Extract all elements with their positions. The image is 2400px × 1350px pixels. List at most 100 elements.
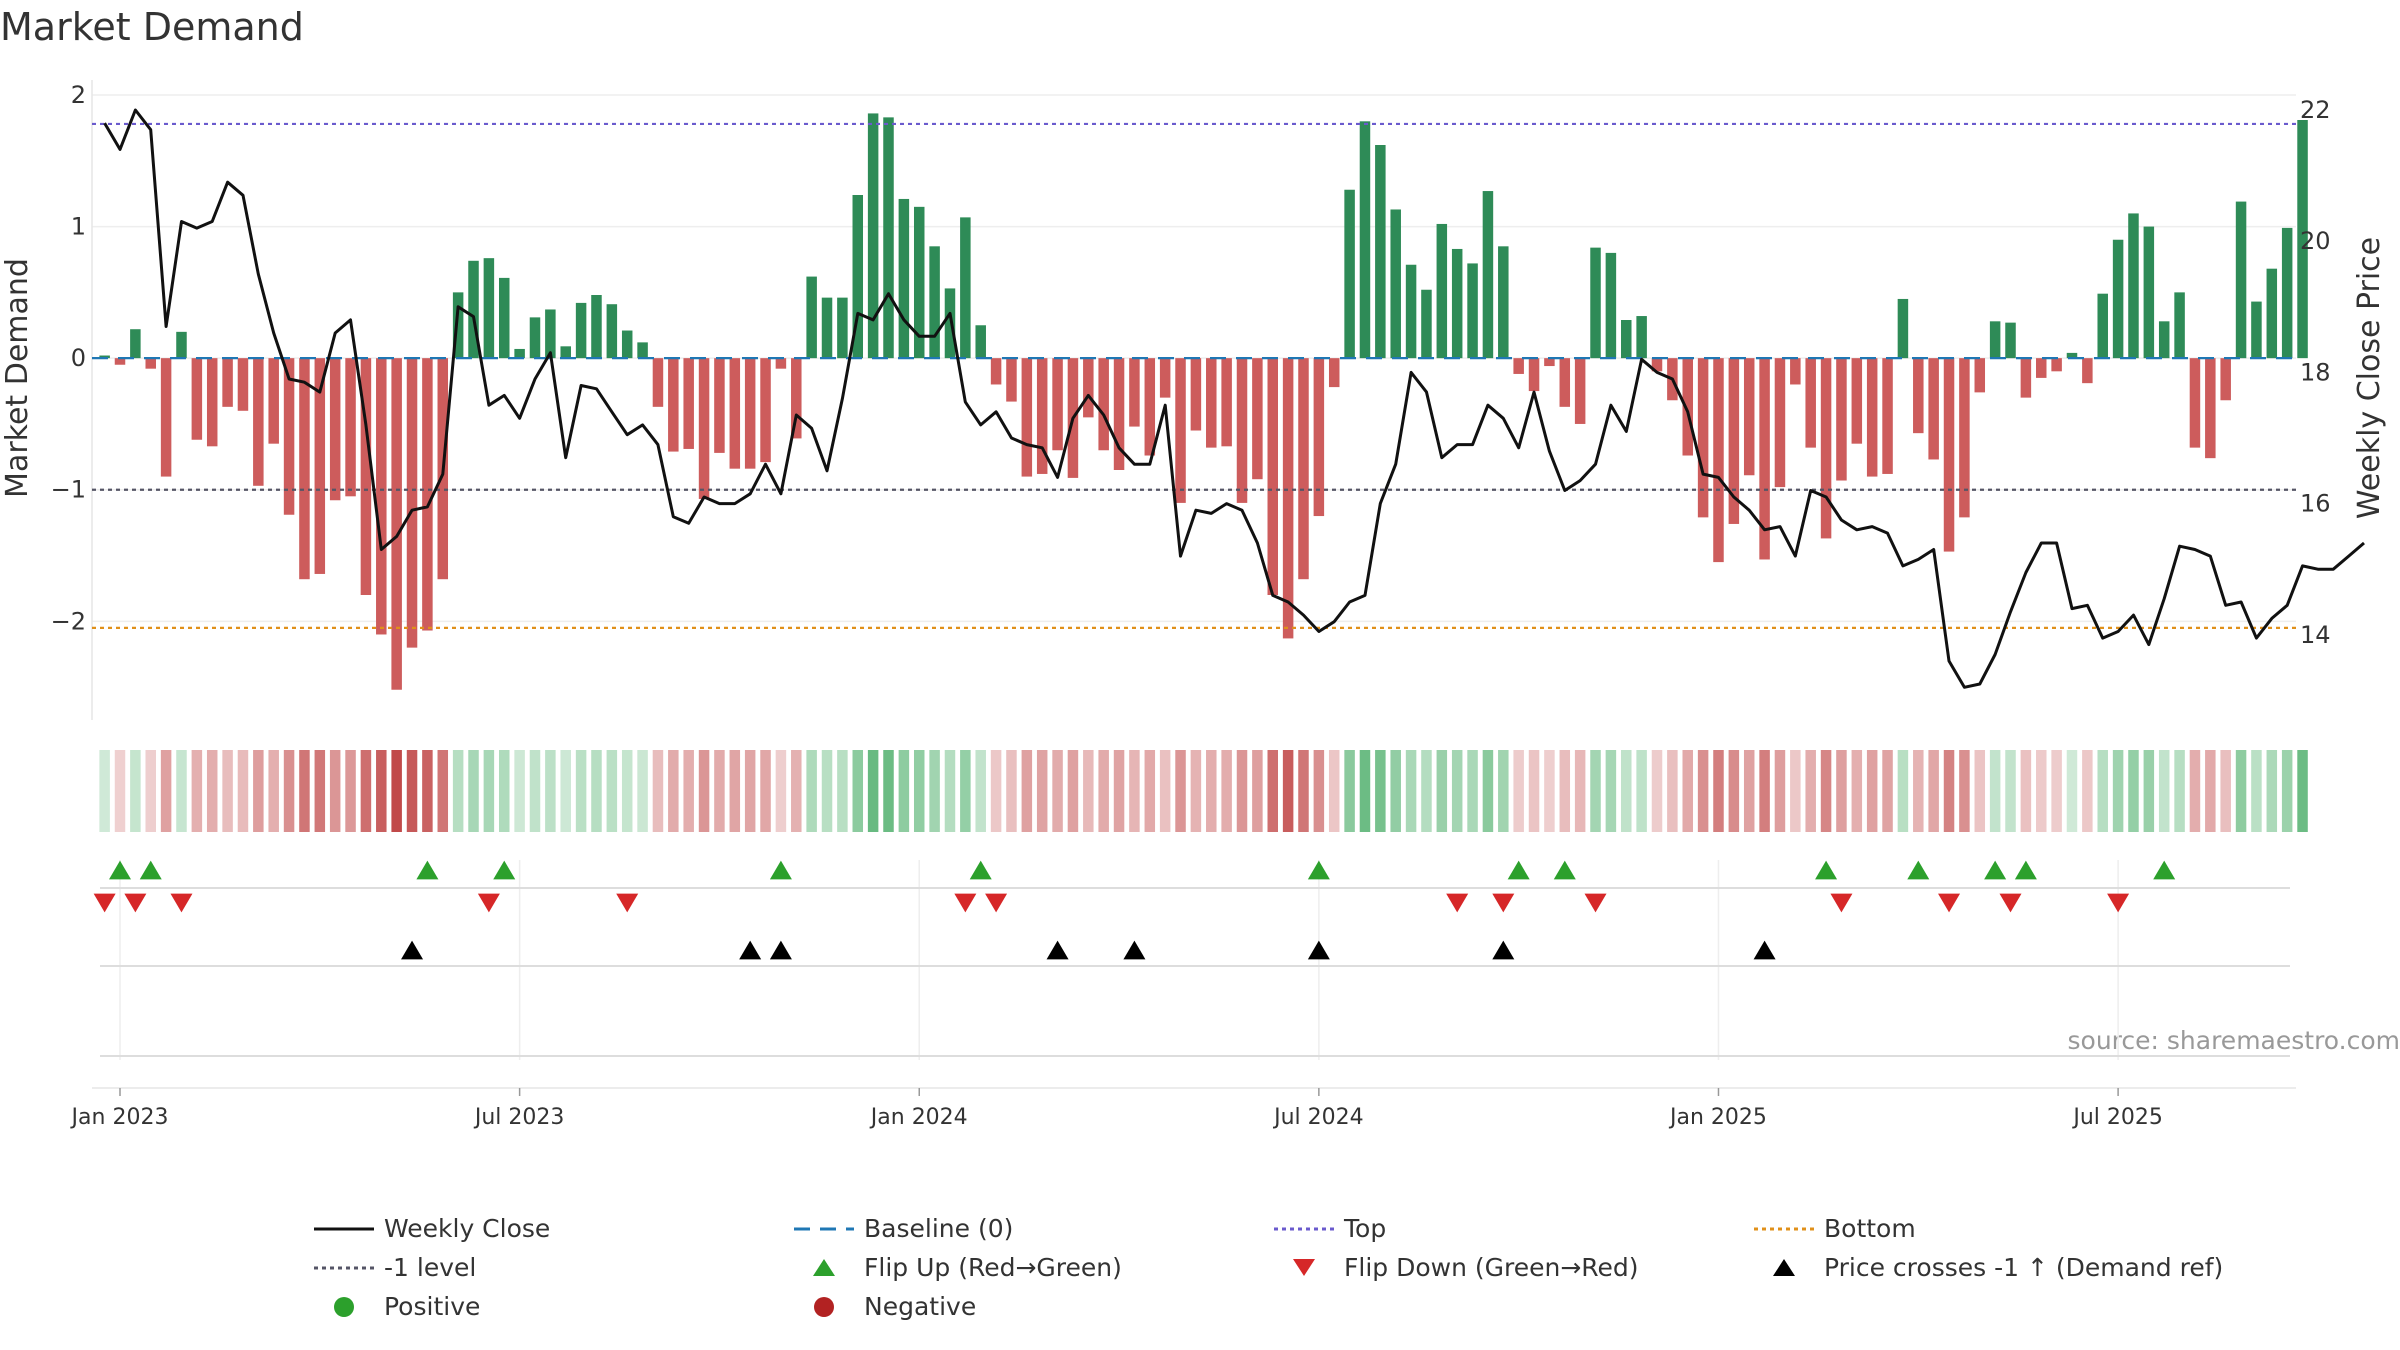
flip-up-marker [2014,860,2037,880]
demand-bar [237,358,249,411]
strip-cell [2189,750,2201,832]
demand-bar [1836,358,1847,481]
strip-cell [191,750,203,832]
flip-down-marker [1584,893,1607,913]
demand-bar [698,358,710,499]
legend-label: -1 level [384,1253,476,1282]
strip-cell [1882,750,1893,832]
strip-cell [160,750,172,832]
strip-cell [1590,750,1601,832]
strip-cell [775,750,787,832]
strip-cell [1098,750,1109,832]
flip-up-marker [1553,860,1576,880]
demand-bar [2251,301,2262,359]
weekly-close-line [103,108,2365,689]
strip-cell [1390,750,1401,832]
demand-bar [406,358,418,648]
strip-cell [2251,750,2262,832]
strip-cell [529,750,541,832]
strip-cell [2281,750,2293,832]
price-cross-marker [1046,940,1069,960]
demand-bar [1820,358,1832,539]
demand-bar [668,358,679,452]
flip-down-marker [124,893,147,913]
legend-label: Negative [864,1292,976,1321]
strip-cell [314,750,326,832]
x-tick-label: Jul 2023 [473,1105,565,1130]
strip-cell [729,750,741,832]
demand-bar [852,195,864,359]
strip-cell [990,750,1002,832]
strip-cell [898,750,910,832]
demand-bar [130,329,141,359]
flip-down-marker [2107,893,2130,913]
flip-up-marker [1507,860,1530,880]
demand-bar [283,358,295,515]
flip-up-marker [1907,860,1930,880]
strip-cell [1774,750,1786,832]
demand-bar [191,358,203,440]
demand-bar [2005,322,2016,359]
strip-cell [1897,750,1909,832]
strip-cell [1805,750,1816,832]
strip-cell [591,750,602,832]
demand-bar [1805,358,1816,448]
demand-bar [1943,358,1955,552]
strip-cell [1467,750,1478,832]
demand-bar [898,198,910,359]
strip-cell [1667,750,1678,832]
reference-lines [92,122,2296,629]
demand-heat-strip [99,750,2308,832]
strip-cell [1621,750,1632,832]
event-markers [92,860,2296,1089]
flip-up-marker [1307,860,1330,880]
demand-bar [1467,263,1478,359]
demand-bar [1928,358,1939,460]
strip-cell [237,750,249,832]
demand-bar [1375,145,1386,359]
strip-cell [253,750,264,832]
legend-item: -1 level [314,1253,476,1282]
demand-bar [1083,358,1094,418]
demand-bar [1959,358,1970,518]
legend-item: Price crosses -1 ↑ (Demand ref) [1773,1253,2223,1282]
demand-bar [1098,358,1109,451]
y-right-tick-label: 16 [2300,490,2331,518]
flip-down-marker [616,893,639,913]
demand-bar [483,258,495,359]
demand-bar [452,292,464,359]
strip-cell [652,750,664,832]
strip-cell [483,750,495,832]
strip-cell [1144,750,1156,832]
legend-label: Price crosses -1 ↑ (Demand ref) [1824,1253,2223,1282]
strip-cell [1083,750,1094,832]
demand-bar [391,358,402,690]
strip-cell [468,750,479,832]
strip-cell [222,750,233,832]
demand-bar [1974,358,1986,393]
y-right-tick-label: 22 [2300,96,2331,124]
demand-bar [360,358,372,595]
strip-cell [1129,750,1140,832]
strip-cell [1989,750,2001,832]
flip-up-marker [493,860,516,880]
demand-bar [637,342,648,359]
demand-bar [1743,358,1755,476]
demand-bar [114,358,126,365]
price-cross-marker [739,940,762,960]
demand-bar [683,358,694,449]
legend: Weekly Close Baseline (0) Top Bottom -1 leve… [314,1214,2223,1321]
demand-bar [1897,298,1909,359]
demand-bar [2128,213,2139,359]
demand-bar [529,317,541,359]
demand-bar [652,358,664,407]
flip-up-marker [769,860,792,880]
flip-up-marker [2153,860,2176,880]
strip-cell [1451,750,1463,832]
strip-cell [2005,750,2016,832]
strip-cell [452,750,464,832]
strip-cell [329,750,341,832]
legend-swatch [814,1297,834,1317]
flip-up-marker [969,860,992,880]
